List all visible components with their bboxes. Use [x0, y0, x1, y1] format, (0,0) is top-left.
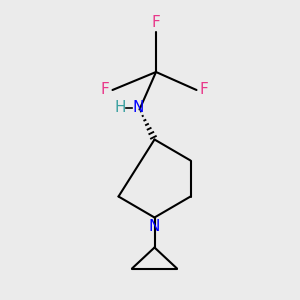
Text: F: F	[200, 82, 208, 98]
Text: H: H	[114, 100, 126, 116]
Text: N: N	[149, 219, 160, 234]
Text: F: F	[101, 82, 110, 98]
Text: N: N	[132, 100, 144, 116]
Text: F: F	[152, 15, 160, 30]
